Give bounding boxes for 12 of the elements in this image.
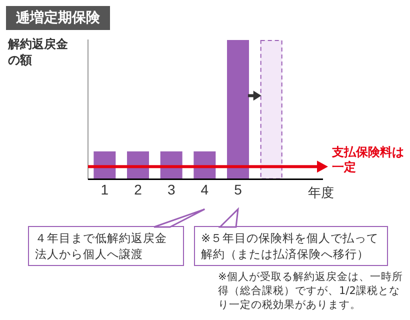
y-axis-title: 解約返戻金の額 xyxy=(8,36,69,68)
ref-line-label: 支払保険料は一定 xyxy=(331,144,404,174)
x-tick-label: 1 xyxy=(100,181,109,198)
x-tick-label: 5 xyxy=(234,181,242,198)
text: ※個人が受取る解約返戻金は、一時所得（総合課税）ですが、1/2課税となり一定の税効果があります。 xyxy=(218,270,404,312)
text: ４年目まで低解約返戻金法人から個人へ譲渡 xyxy=(28,226,184,266)
x-axis-title: 年度 xyxy=(308,185,334,202)
text: ※５年目の保険料を個人で払って解約（または払済保険へ移行） xyxy=(194,226,388,266)
x-tick-label: 4 xyxy=(200,181,209,198)
x-tick-label: 2 xyxy=(134,181,142,198)
chart-title: 逓増定期保険 xyxy=(6,6,110,30)
x-tick-label: 3 xyxy=(167,181,176,198)
